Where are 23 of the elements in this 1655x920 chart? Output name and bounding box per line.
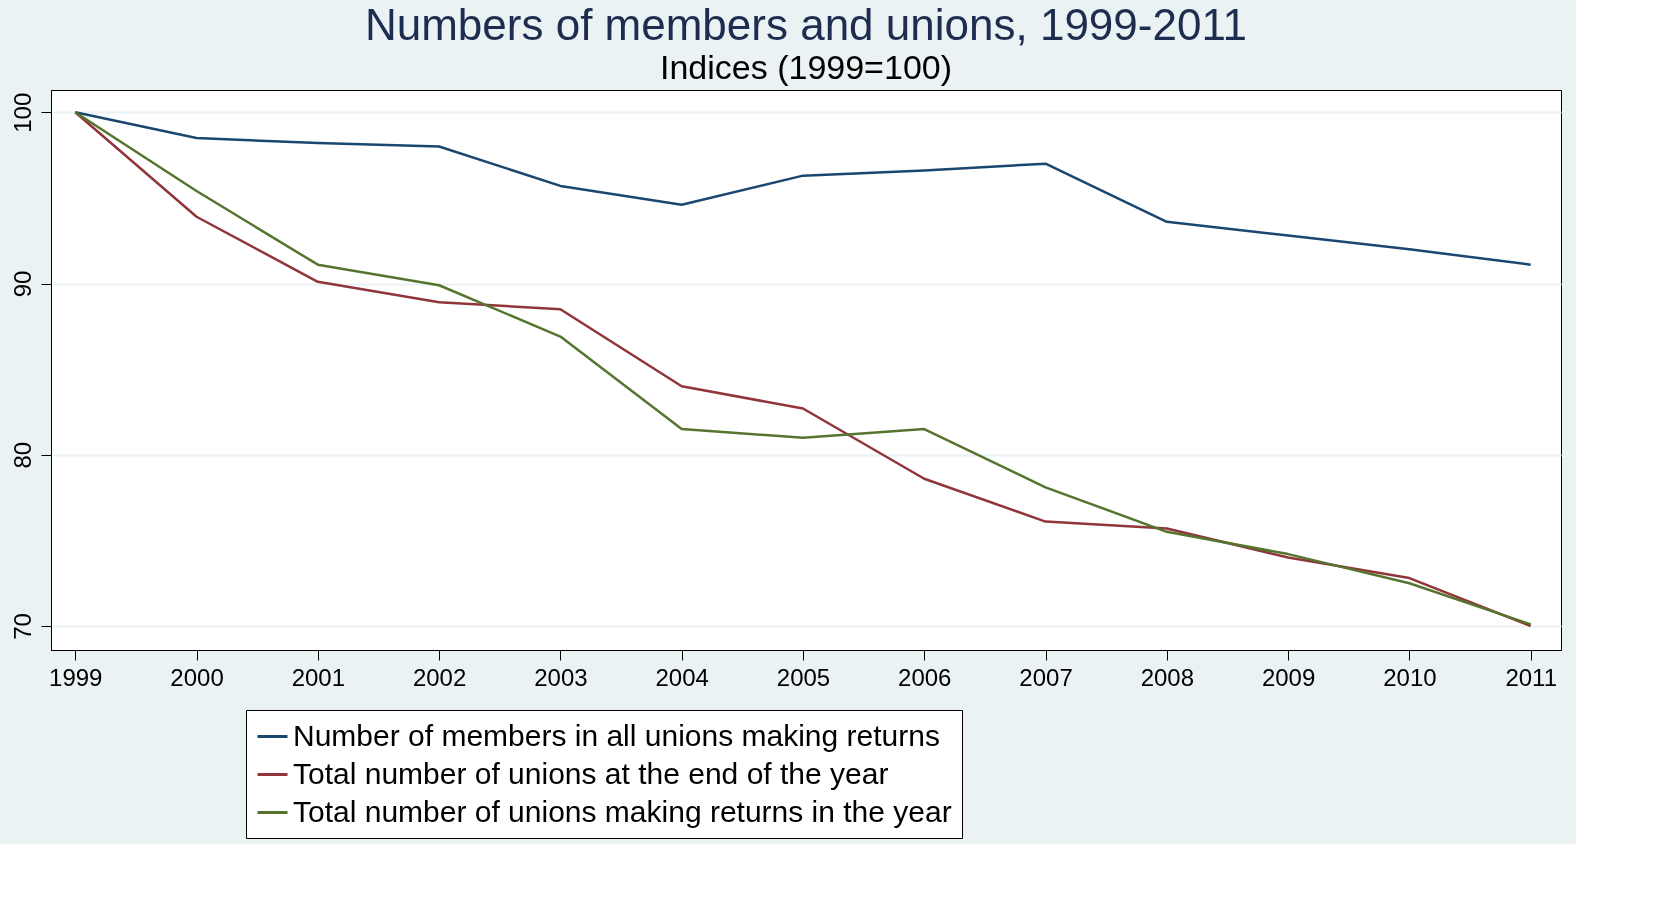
y-tick-label: 90	[8, 270, 36, 298]
x-tick-label: 2011	[1505, 663, 1557, 691]
y-tick-label: 70	[8, 613, 36, 640]
x-tick-label: 2008	[1140, 663, 1195, 691]
legend-label: Total number of unions making returns in the year	[293, 794, 952, 828]
chart-title: Numbers of members and unions, 1999-2011	[364, 0, 1248, 49]
x-tick-label: 2000	[170, 663, 224, 691]
chart-subtitle: Indices (1999=100)	[659, 48, 953, 86]
y-tick-label: 100	[8, 92, 36, 133]
x-tick-label: 2010	[1383, 663, 1437, 691]
x-tick-label: 2004	[655, 663, 709, 691]
x-tick-label: 2007	[1019, 663, 1073, 691]
x-tick-label: 2009	[1261, 663, 1316, 691]
y-tick-label: 80	[8, 441, 36, 469]
x-tick-label: 2006	[898, 663, 952, 691]
line-series	[74, 111, 1532, 266]
x-tick-label: 2003	[534, 663, 588, 691]
x-tick-label: 1999	[49, 663, 103, 691]
x-tick-label: 2005	[776, 663, 831, 691]
legend-label: Number of members in all unions making returns	[293, 718, 940, 752]
x-tick-label: 2001	[291, 663, 346, 691]
x-tick-label: 2002	[412, 663, 467, 691]
legend-label: Total number of unions at the end of the year	[293, 756, 889, 790]
